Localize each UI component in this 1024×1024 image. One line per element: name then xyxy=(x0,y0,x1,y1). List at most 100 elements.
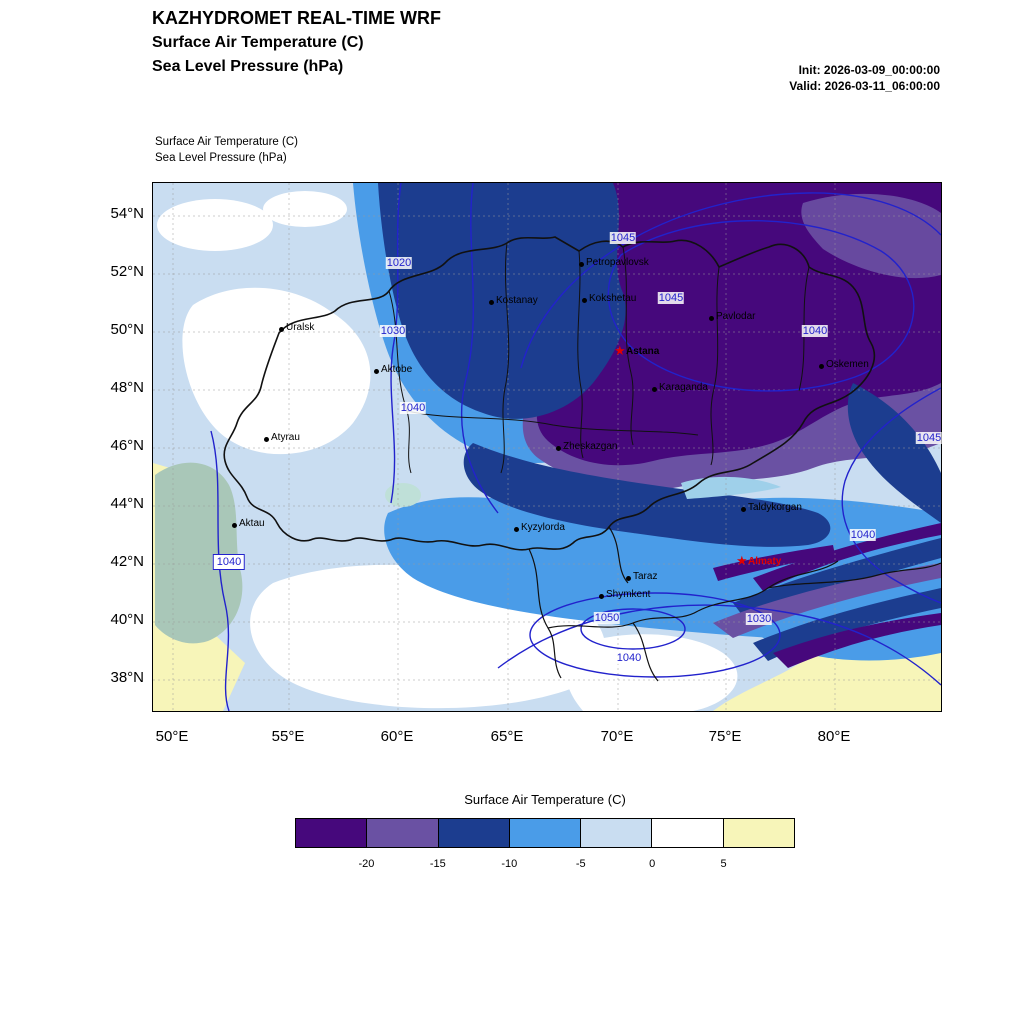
lat-tick-44°N: 44°N xyxy=(110,495,144,512)
lat-tick-54°N: 54°N xyxy=(110,205,144,222)
lon-tick-60°E: 60°E xyxy=(380,728,414,745)
lat-tick-38°N: 38°N xyxy=(110,669,144,686)
page-title: KAZHYDROMET REAL-TIME WRF xyxy=(152,8,441,28)
colorbar-tick--20: -20 xyxy=(358,858,375,870)
colorbar-cell-5 xyxy=(651,818,724,848)
lat-tick-42°N: 42°N xyxy=(110,553,144,570)
mountain-stripe-purple2 xyxy=(773,613,941,668)
colorbar-cell-0 xyxy=(295,818,368,848)
temp-fill-navy-band xyxy=(463,443,831,547)
lon-tick-65°E: 65°E xyxy=(490,728,524,745)
city-dot-icon xyxy=(709,316,714,321)
city-label: Almaty xyxy=(748,556,782,567)
temp-fill-white-nw1 xyxy=(157,199,273,251)
capital-star-icon: ★ xyxy=(614,343,626,358)
isobar-label-1040: 1040 xyxy=(849,529,877,541)
map-subtitle-temperature: Surface Air Temperature (C) xyxy=(155,136,298,148)
colorbar xyxy=(295,818,795,848)
mountain-stripe-purple3 xyxy=(713,545,835,581)
capital-star-icon: ★ xyxy=(736,553,748,568)
city-dot-icon xyxy=(599,594,604,599)
lon-tick-50°E: 50°E xyxy=(155,728,189,745)
city-dot-icon xyxy=(279,327,284,332)
aral-sea xyxy=(385,483,421,507)
caspian-region-fill xyxy=(155,462,243,644)
temp-fill-white-nw2 xyxy=(263,191,347,227)
weather-map-svg xyxy=(153,183,941,711)
city-label: Uralsk xyxy=(286,322,315,333)
lat-tick-48°N: 48°N xyxy=(110,379,144,396)
valid-time: Valid: 2026-03-11_06:00:00 xyxy=(789,79,940,93)
city-dot-icon xyxy=(489,300,494,305)
city-label: Shymkent xyxy=(606,589,651,600)
colorbar-cell-3 xyxy=(508,818,582,848)
city-dot-icon xyxy=(741,507,746,512)
lon-tick-80°E: 80°E xyxy=(817,728,851,745)
page-subtitle-temperature: Surface Air Temperature (C) xyxy=(152,34,364,51)
city-dot-icon xyxy=(264,437,269,442)
colorbar-tick--5: -5 xyxy=(575,858,586,870)
city-dot-icon xyxy=(556,446,561,451)
city-label: Pavlodar xyxy=(716,311,756,322)
isobar-label-1050: 1050 xyxy=(593,612,621,624)
lat-tick-40°N: 40°N xyxy=(110,611,144,628)
isobar-label-1030: 1030 xyxy=(745,613,773,625)
isobar-label-1020: 1020 xyxy=(385,257,413,269)
colorbar-cell-1 xyxy=(366,818,439,848)
lat-tick-52°N: 52°N xyxy=(110,263,144,280)
isobar-label-1040: 1040 xyxy=(801,325,829,337)
city-label: Kostanay xyxy=(496,295,538,306)
city-label: Zheskazgan xyxy=(563,441,618,452)
city-label: Kyzylorda xyxy=(521,522,565,533)
city-label: Taldykorgan xyxy=(748,502,802,513)
city-dot-icon xyxy=(232,523,237,528)
init-time: Init: 2026-03-09_00:00:00 xyxy=(798,63,940,77)
city-dot-icon xyxy=(626,576,631,581)
colorbar-tick--10: -10 xyxy=(501,858,518,870)
temp-fill-warm-southwest xyxy=(153,628,245,711)
city-label: Aktau xyxy=(239,518,265,529)
isobar-contours xyxy=(210,183,941,711)
isobar-label-1030: 1030 xyxy=(379,325,407,337)
city-label: Oskemen xyxy=(826,359,869,370)
city-label: Atyrau xyxy=(271,432,300,443)
isobar-label-1045: 1045 xyxy=(657,292,685,304)
colorbar-cell-4 xyxy=(580,818,653,848)
lake-balkhash xyxy=(681,476,781,499)
lat-tick-46°N: 46°N xyxy=(110,437,144,454)
lat-tick-50°N: 50°N xyxy=(110,321,144,338)
temp-fill-white-south xyxy=(565,634,738,711)
city-label: Karaganda xyxy=(659,382,708,393)
lon-tick-75°E: 75°E xyxy=(708,728,742,745)
city-dot-icon xyxy=(652,387,657,392)
isobar-label-1040: 1040 xyxy=(399,402,427,414)
mountain-stripe-navy2 xyxy=(753,588,941,661)
weather-map: Petropavlovsk Kostanay Kokshetau Pavlodar ★ A… xyxy=(152,182,943,712)
city-dot-icon xyxy=(374,369,379,374)
lon-tick-55°E: 55°E xyxy=(271,728,305,745)
colorbar-tick--15: -15 xyxy=(429,858,446,870)
city-dot-icon xyxy=(579,262,584,267)
colorbar-tick-0: 0 xyxy=(649,858,656,870)
run-times: Init: 2026-03-09_00:00:00 Valid: 2026-03… xyxy=(789,62,940,94)
page-subtitle-pressure: Sea Level Pressure (hPa) xyxy=(152,58,344,75)
political-borders xyxy=(223,236,941,682)
map-subtitle-pressure: Sea Level Pressure (hPa) xyxy=(155,152,287,164)
city-label: Taraz xyxy=(633,571,658,582)
isobar-label-1040: 1040 xyxy=(615,652,643,664)
isobar-label-1045: 1045 xyxy=(915,432,943,444)
isobar-label-1040: 1040 xyxy=(212,554,246,570)
city-label: Astana xyxy=(626,346,660,357)
temp-fill-purple-corner xyxy=(801,193,941,279)
city-dot-icon xyxy=(514,527,519,532)
city-label: Petropavlovsk xyxy=(586,257,649,268)
colorbar-cell-2 xyxy=(437,818,510,848)
isobar-label-1045: 1045 xyxy=(609,232,637,244)
temp-fill-white-west xyxy=(182,287,371,455)
city-dot-icon xyxy=(819,364,824,369)
colorbar-tick-5: 5 xyxy=(720,858,727,870)
lon-tick-70°E: 70°E xyxy=(600,728,634,745)
city-label: Aktobe xyxy=(381,364,413,375)
city-label: Kokshetau xyxy=(589,293,637,304)
colorbar-cell-6 xyxy=(722,818,795,848)
